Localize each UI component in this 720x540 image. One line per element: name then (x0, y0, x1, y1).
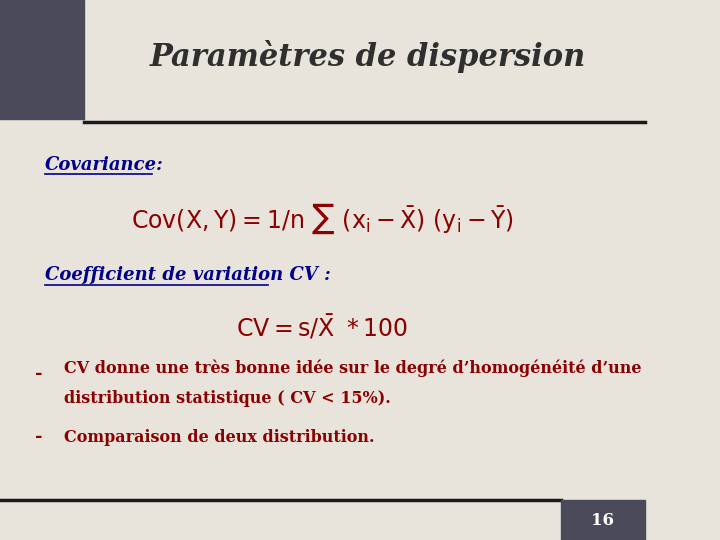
Text: Coefficient de variation CV :: Coefficient de variation CV : (45, 266, 331, 285)
Text: distribution statistique ( CV < 15%).: distribution statistique ( CV < 15%). (65, 390, 391, 407)
Text: $\mathrm{Cov(X,Y) = 1/n\ \sum\ (x_i - \bar{X})\ (y_i - \bar{Y})}$: $\mathrm{Cov(X,Y) = 1/n\ \sum\ (x_i - \b… (131, 201, 514, 236)
Text: -: - (35, 364, 42, 383)
Text: Covariance:: Covariance: (45, 156, 164, 174)
Text: CV donne une très bonne idée sur le degré d’homogénéité d’une: CV donne une très bonne idée sur le degr… (65, 360, 642, 377)
Text: Comparaison de deux distribution.: Comparaison de deux distribution. (65, 429, 375, 446)
Bar (0, 0, 84, 119)
Bar (561, 500, 644, 540)
Text: 16: 16 (591, 511, 614, 529)
Text: Paramètres de dispersion: Paramètres de dispersion (149, 40, 585, 73)
Text: -: - (35, 428, 42, 447)
Text: $\mathrm{CV = s/\bar{X}\ *100}$: $\mathrm{CV = s/\bar{X}\ *100}$ (236, 312, 408, 341)
